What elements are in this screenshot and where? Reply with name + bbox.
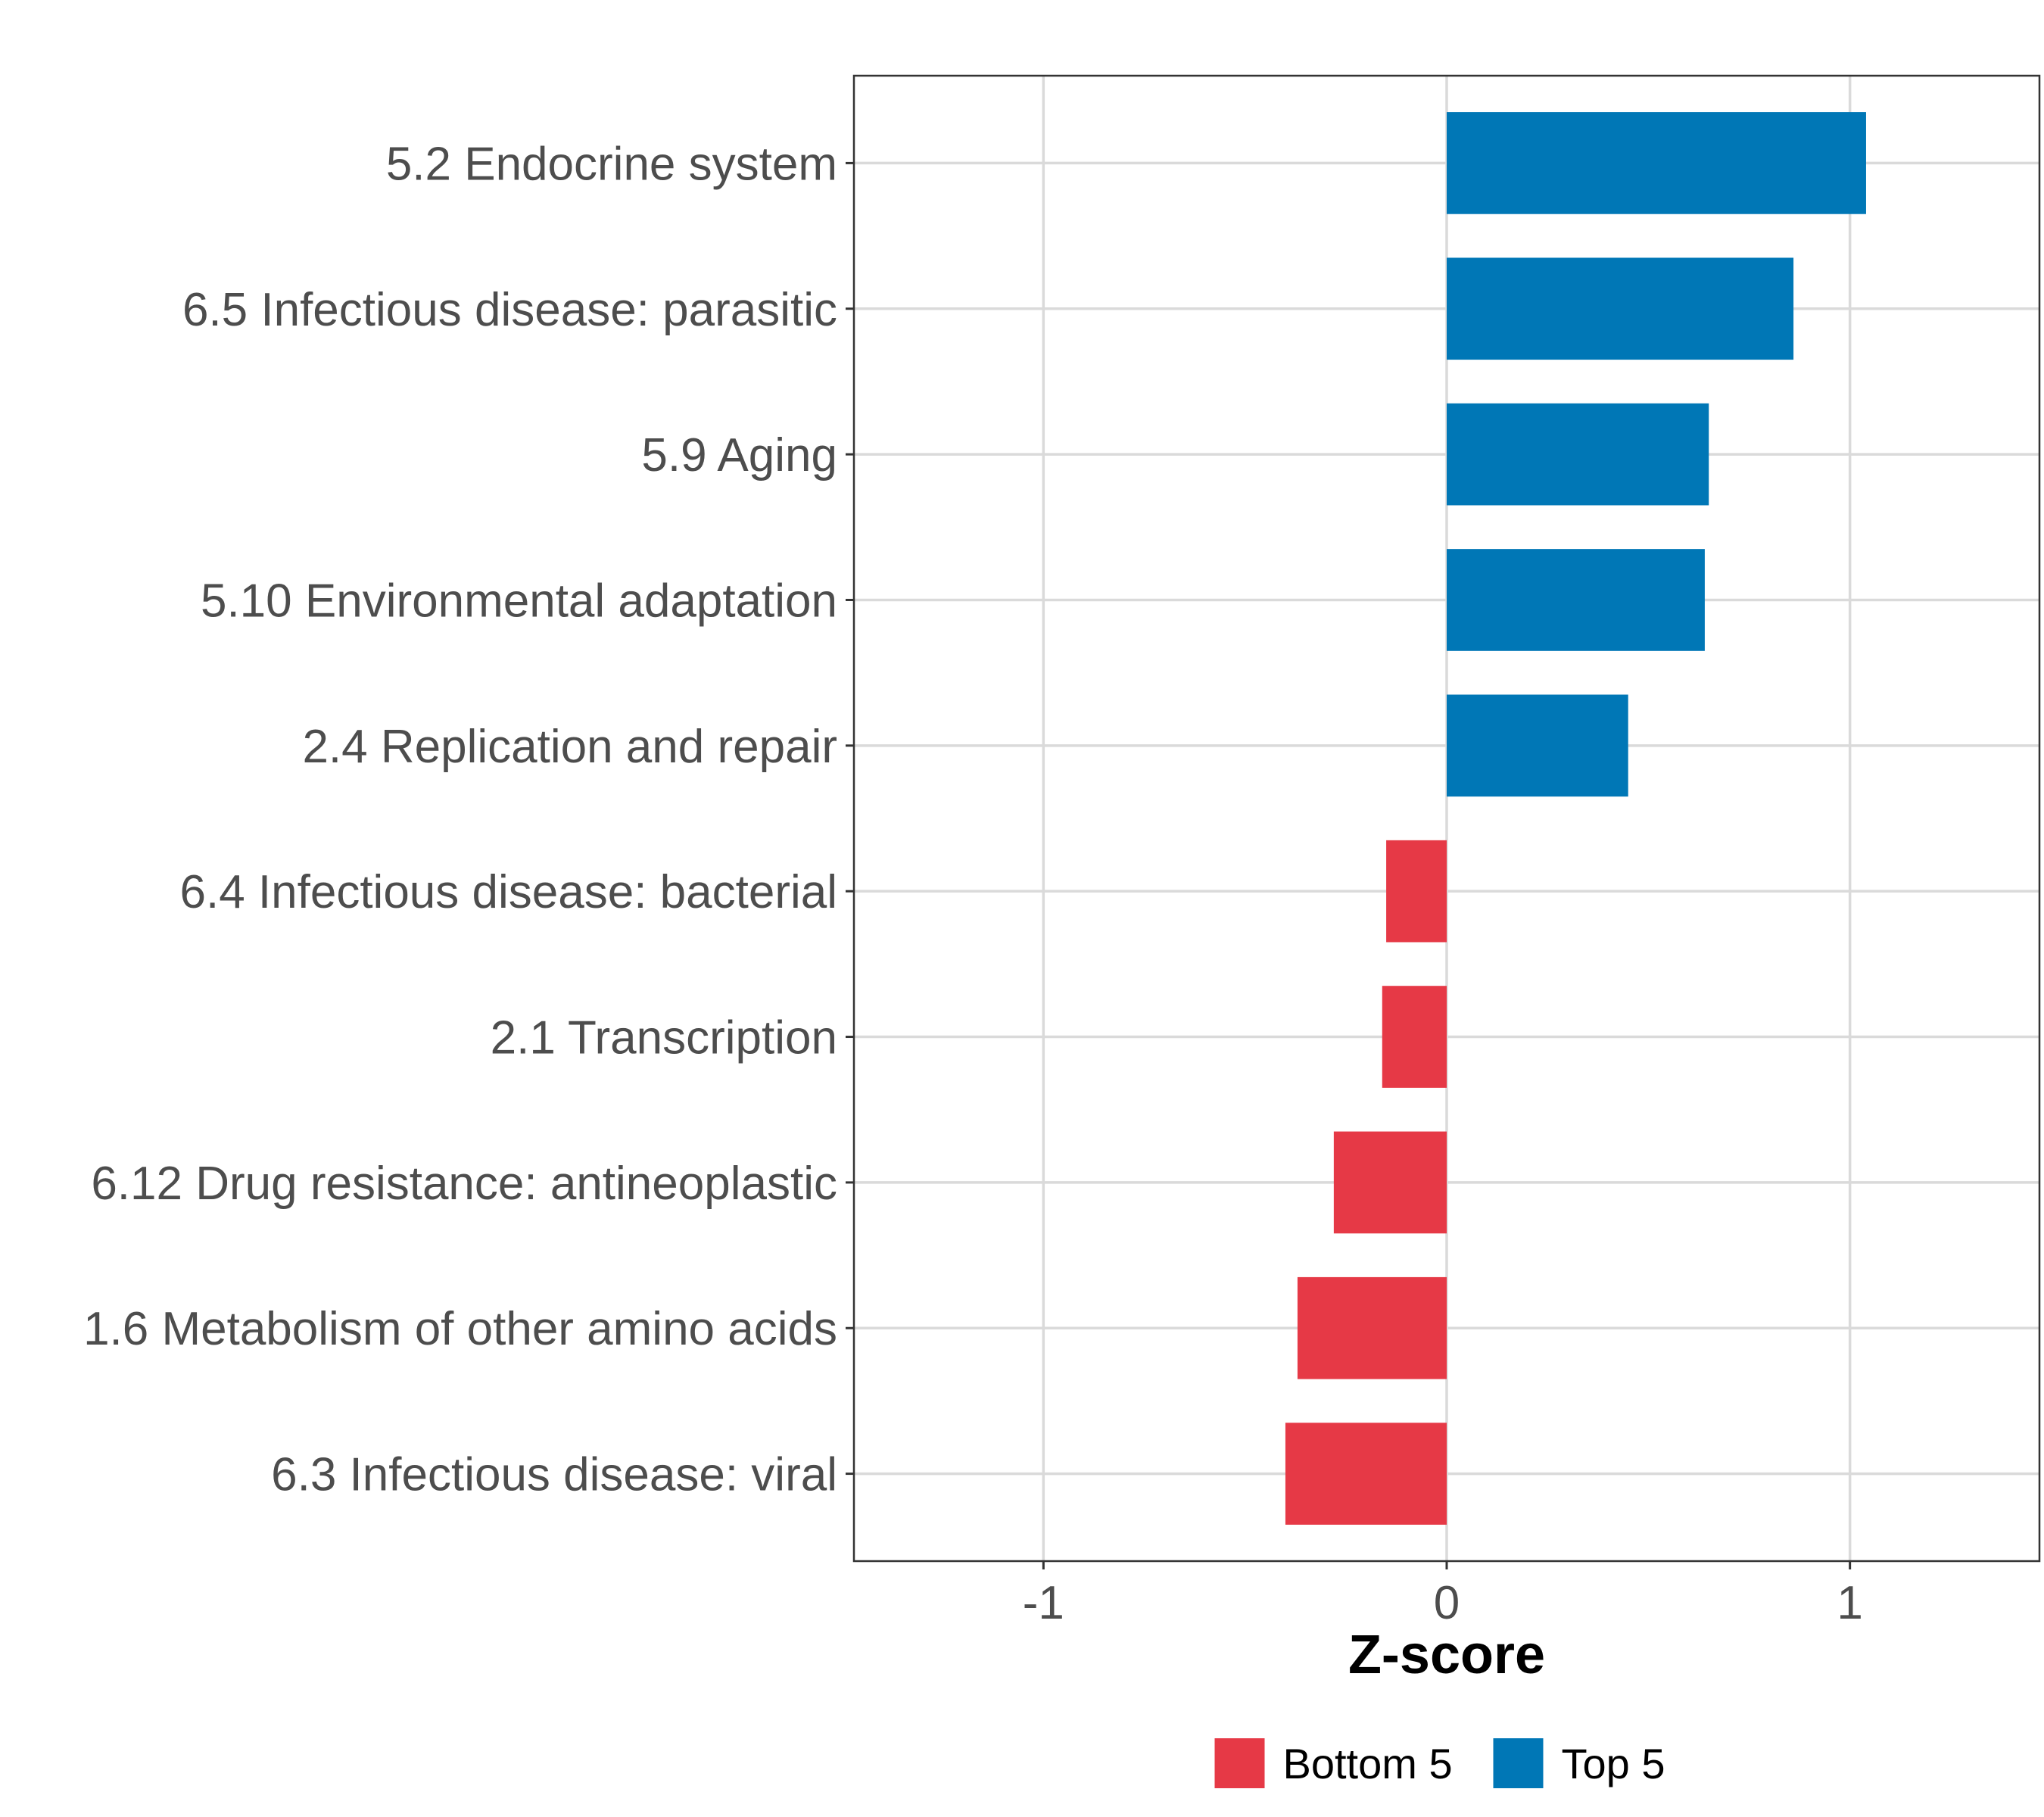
- legend-label: Top 5: [1562, 1740, 1665, 1787]
- y-tick-label: 6.12 Drug resistance: antineoplastic: [91, 1158, 837, 1210]
- y-tick-label: 2.1 Transcription: [491, 1012, 837, 1064]
- bar: [1447, 112, 1866, 214]
- y-tick-label: 6.3 Infectious disease: viral: [271, 1449, 837, 1501]
- x-tick-label: 0: [1434, 1577, 1460, 1629]
- bar: [1447, 403, 1709, 506]
- legend-label: Bottom 5: [1283, 1740, 1453, 1787]
- legend-item: Bottom 5: [1214, 1738, 1453, 1788]
- y-axis: 5.2 Endocrine system 6.5 Infectious disea…: [83, 138, 854, 1501]
- bars: [1285, 112, 1866, 1525]
- y-tick-label: 6.4 Infectious disease: bacterial: [179, 866, 837, 918]
- bar: [1447, 257, 1794, 360]
- x-axis: -1 0 1: [1023, 1561, 1863, 1629]
- y-tick-label: 1.6 Metabolism of other amino acids: [83, 1303, 837, 1355]
- bar: [1447, 694, 1628, 797]
- bar: [1382, 986, 1447, 1088]
- y-tick-label: 5.10 Environmental adaptation: [201, 575, 837, 627]
- bar: [1333, 1131, 1447, 1234]
- bar: [1386, 840, 1447, 943]
- y-tick-label: 2.4 Replication and repair: [302, 721, 837, 773]
- bar: [1447, 549, 1705, 651]
- y-tick-label: 5.2 Endocrine system: [386, 138, 837, 190]
- bar: [1297, 1276, 1447, 1379]
- y-tick-label: 5.9 Aging: [641, 429, 837, 482]
- x-tick-label: 1: [1837, 1577, 1862, 1629]
- legend: Bottom 5 Top 5: [1214, 1738, 1665, 1788]
- x-tick-label: -1: [1023, 1577, 1064, 1629]
- y-tick-label: 6.5 Infectious disease: parasitic: [182, 284, 837, 336]
- legend-key: [1214, 1738, 1265, 1788]
- x-axis-title: Z-score: [1348, 1625, 1545, 1685]
- bar: [1285, 1423, 1447, 1525]
- legend-item: Top 5: [1493, 1738, 1665, 1788]
- legend-key: [1493, 1738, 1544, 1788]
